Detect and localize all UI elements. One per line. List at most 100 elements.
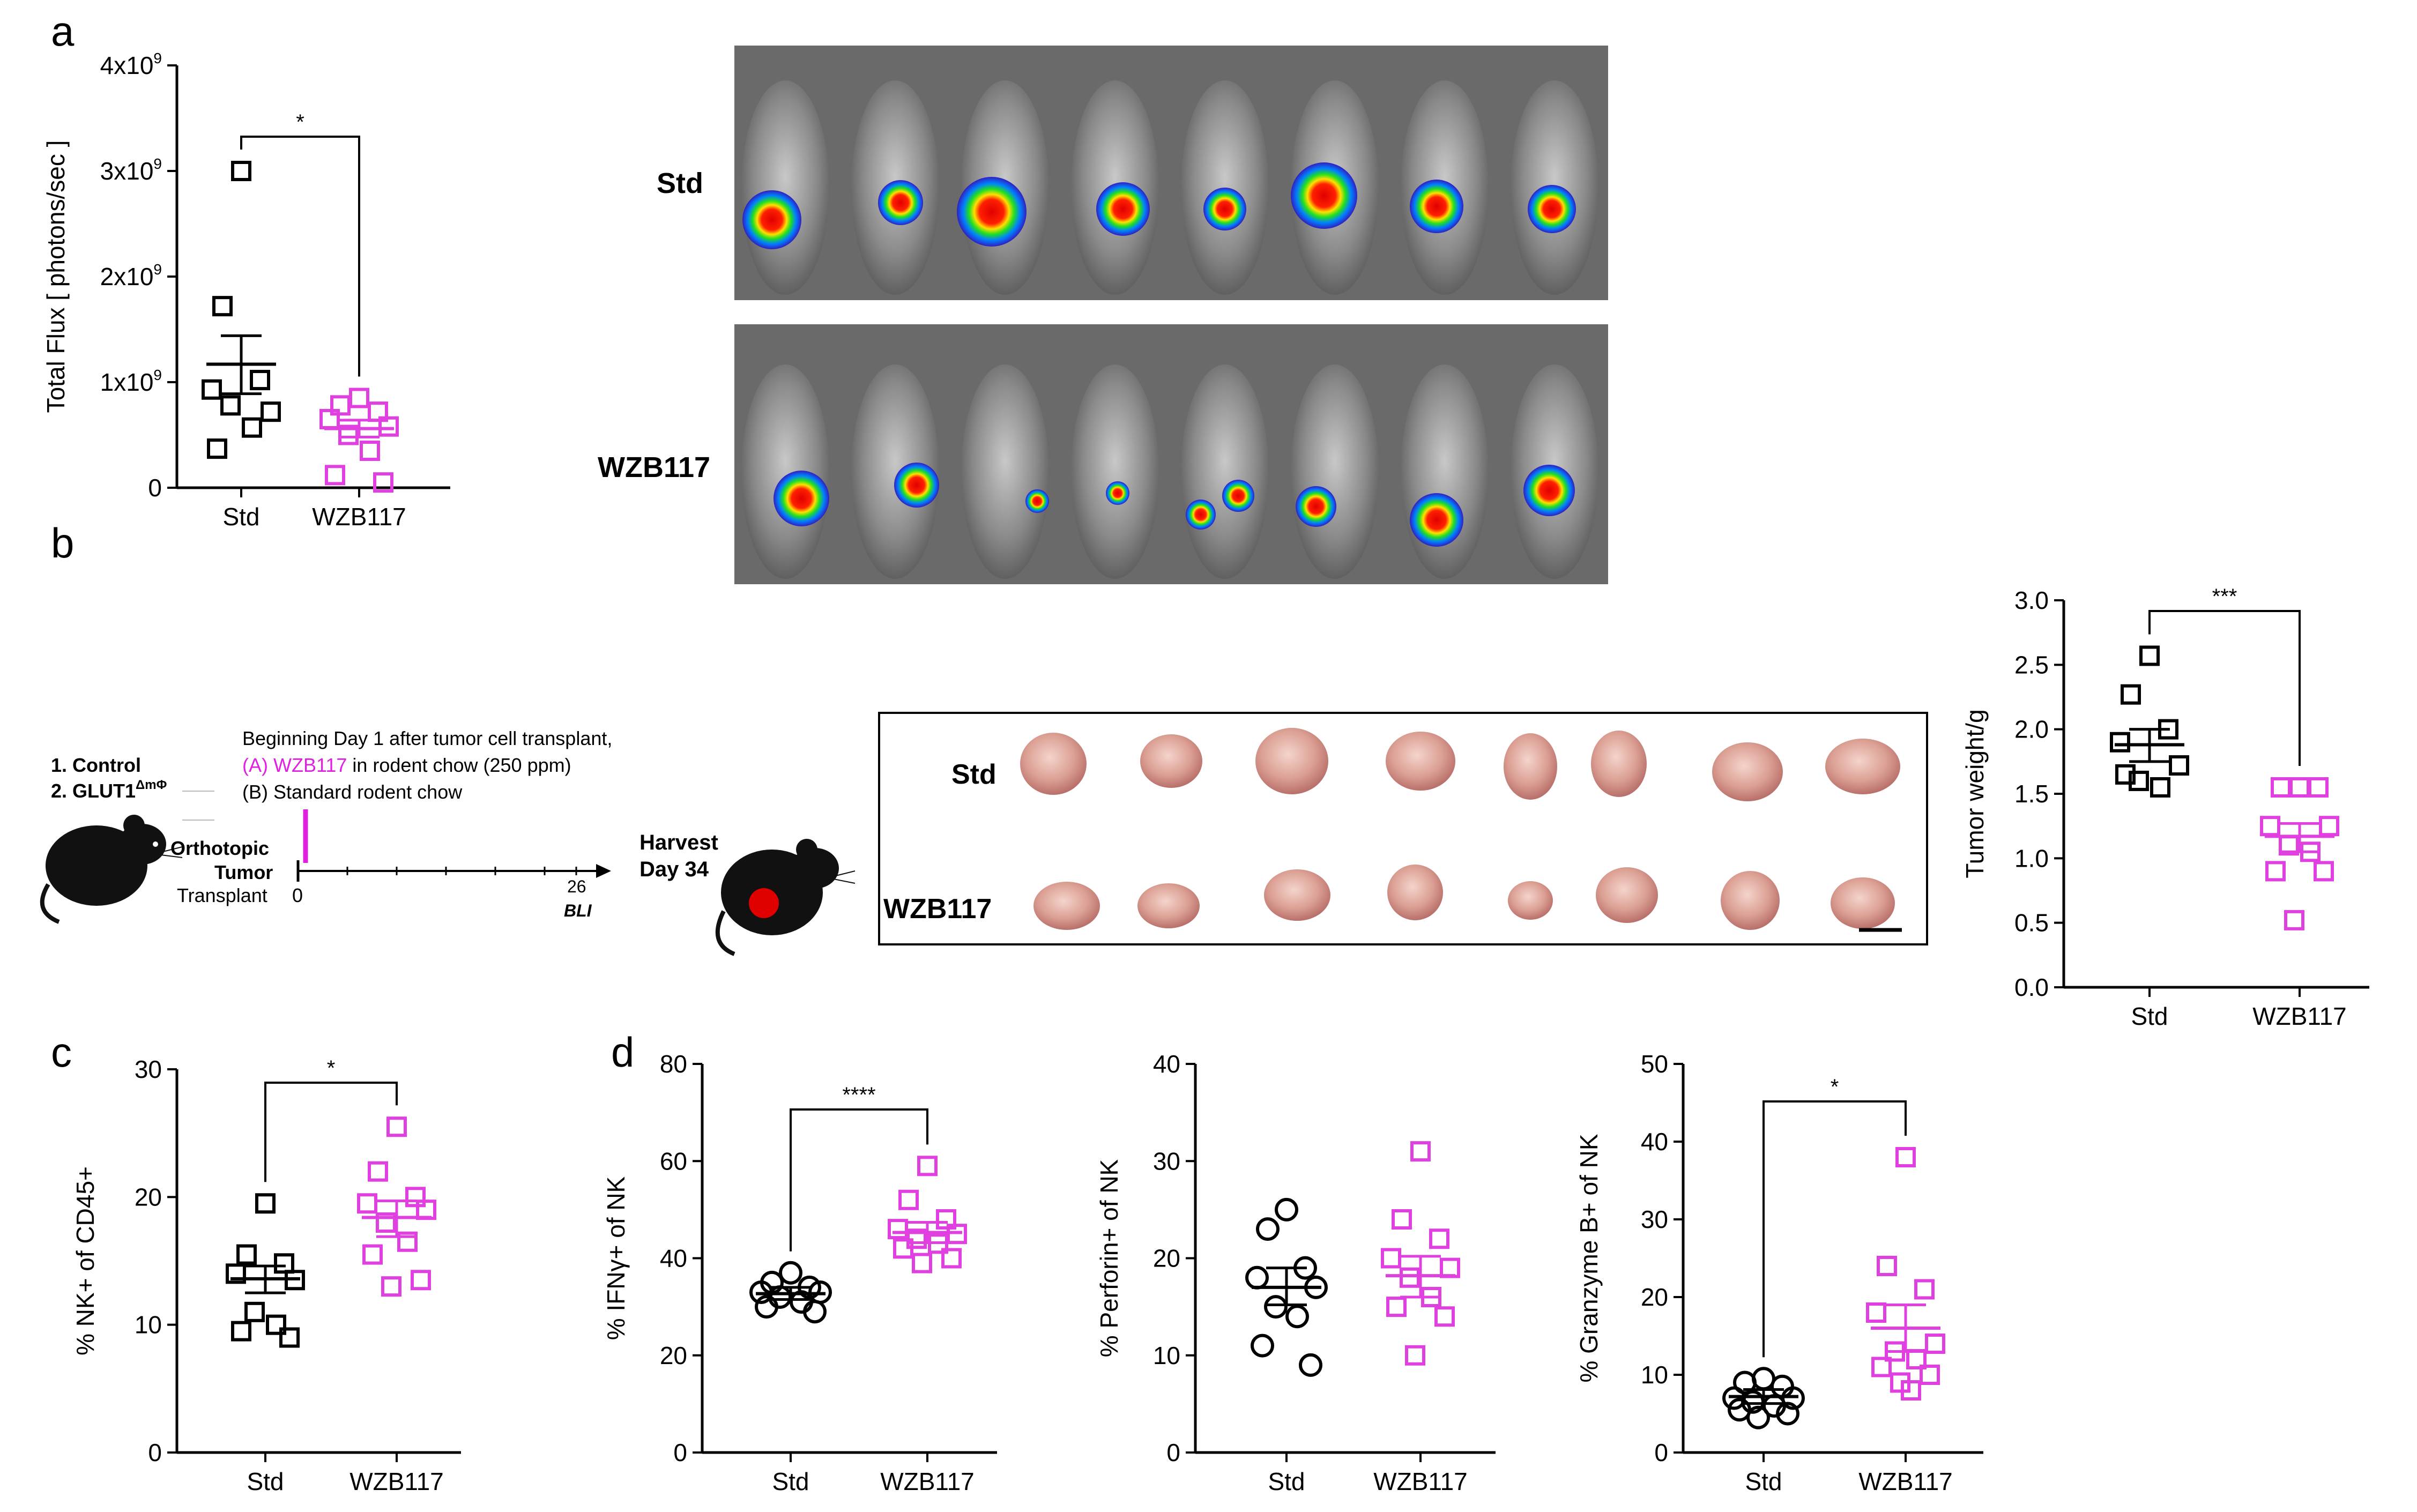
data-point — [917, 1156, 938, 1176]
data-point — [330, 395, 351, 416]
data-point — [1285, 1305, 1309, 1329]
y-tick-label: 1.5 — [2014, 780, 2049, 808]
y-tick-label: 60 — [660, 1147, 687, 1175]
y-tick-label: 10 — [1153, 1342, 1180, 1369]
data-point — [2271, 777, 2291, 798]
data-point — [397, 1231, 418, 1252]
bli-signal-std — [1410, 180, 1463, 233]
x-tick-label: WZB117 — [349, 1468, 444, 1495]
tumor-photo-panel: Std WZB117 — [878, 712, 1928, 945]
bli-signal-std — [1528, 185, 1576, 233]
bli-row-label-std: Std — [657, 167, 703, 199]
y-axis-label: Tumor weight/g — [1961, 709, 1989, 878]
data-point — [1920, 1365, 1940, 1385]
timeline-note-line2: (A) WZB117 in rodent chow (250 ppm) — [242, 754, 571, 776]
significance-label: *** — [2212, 585, 2237, 608]
x-tick-label: WZB117 — [2252, 1002, 2347, 1030]
data-point — [941, 1248, 962, 1269]
data-point — [803, 1300, 827, 1324]
data-point — [1400, 1267, 1420, 1288]
tumor-wzb117 — [1137, 883, 1200, 928]
mouse-illustration-right — [715, 839, 856, 956]
y-tick-label: 3.0 — [2014, 586, 2049, 614]
y-tick-label: 30 — [1153, 1147, 1180, 1175]
y-tick-label: 0 — [148, 474, 162, 502]
data-point — [349, 388, 369, 408]
bli-signal-wzb117 — [774, 471, 829, 526]
data-point — [1392, 1209, 1412, 1230]
data-point — [357, 1193, 377, 1214]
timeline-bli-label: BLI — [564, 901, 592, 920]
y-tick-label: 80 — [660, 1050, 687, 1078]
tumor-wzb117 — [1508, 881, 1553, 920]
data-point — [2115, 764, 2136, 785]
data-point — [226, 1263, 246, 1284]
data-point — [2139, 645, 2160, 666]
data-point — [1256, 1217, 1280, 1241]
tumor-wzb117 — [1721, 871, 1780, 930]
data-point — [386, 1116, 407, 1137]
bli-signal-std — [878, 180, 923, 225]
tumor-wzb117 — [1033, 882, 1100, 930]
timeline-arrowhead — [596, 864, 611, 878]
data-point — [888, 1219, 908, 1240]
data-point — [2308, 777, 2329, 798]
y-tick-label: 0 — [1654, 1439, 1668, 1466]
data-point — [1251, 1334, 1274, 1358]
bli-signal-std — [957, 177, 1027, 247]
x-tick-label: Std — [772, 1468, 809, 1495]
x-tick-label: Std — [222, 503, 259, 531]
chart-perforin-of-nk: 0 10 20 30 40 % Perforin+ of NK Std WZB117 — [1095, 1050, 1496, 1495]
tumor-std — [1140, 734, 1202, 788]
data-point — [378, 416, 399, 437]
bli-mouse-wzb117 — [1071, 364, 1159, 579]
bli-signal-wzb117 — [1296, 486, 1336, 527]
significance-bracket — [2148, 610, 2301, 766]
significance-label: **** — [842, 1083, 875, 1107]
data-point — [255, 1193, 276, 1214]
y-tick-label: 20 — [1153, 1245, 1180, 1272]
data-point — [2314, 861, 2334, 882]
y-axis-label: Total Flux [ photons/sec ] — [42, 140, 70, 413]
chart-tumor-weight: 0.0 0.5 1.0 1.5 2.0 2.5 3.0 Tumor weight/g Std WZ… — [1961, 585, 2369, 1030]
data-point — [1901, 1380, 1921, 1401]
group-control-label: 1. Control — [51, 754, 141, 776]
data-point — [244, 1301, 265, 1322]
tumor-wzb117 — [1387, 865, 1443, 920]
y-tick-label: 2.0 — [2014, 716, 2049, 743]
y-axis-label: % NK+ of CD45+ — [71, 1166, 99, 1355]
significance-bracket — [1762, 1100, 1907, 1358]
transplant-label-line2: Tumor — [214, 861, 273, 883]
data-point — [2121, 684, 2141, 705]
chart-ifng-of-nk: 0 20 40 60 80 % IFNγ+ of NK Std WZB117 **** — [602, 1050, 997, 1495]
bli-signal-std — [742, 190, 801, 249]
data-point — [893, 1238, 913, 1259]
data-point — [261, 401, 281, 422]
data-point — [1381, 1248, 1401, 1269]
data-point — [1877, 1256, 1897, 1276]
tumor-marker-icon — [749, 888, 779, 918]
panel-label-d: d — [611, 1029, 634, 1076]
bli-mouse-wzb117 — [851, 364, 939, 579]
timeline-day26: 26 — [567, 877, 586, 896]
data-point — [212, 296, 233, 317]
data-point — [779, 1261, 802, 1285]
y-tick-label: 0 — [1166, 1439, 1180, 1466]
y-tick-label: 0.5 — [2014, 909, 2049, 937]
bli-signal-wzb117 — [894, 463, 939, 508]
data-point — [1733, 1371, 1757, 1395]
bli-mouse-wzb117 — [1291, 364, 1379, 579]
panel-label-a: a — [51, 8, 75, 55]
y-tick-label: 30 — [135, 1055, 162, 1083]
data-point — [325, 465, 345, 486]
data-point — [1434, 1306, 1455, 1327]
data-point — [266, 1314, 286, 1335]
data-point — [381, 1276, 401, 1297]
data-point — [2265, 861, 2286, 882]
tumor-std — [1712, 742, 1783, 801]
y-tick-label: 0.0 — [2014, 973, 2049, 1001]
bli-row-label-wzb117: WZB117 — [598, 451, 710, 483]
chart-total-flux: 0 1x109 2x109 3x109 4x109 Total Flux [ photon… — [42, 50, 450, 531]
chart-nk-of-cd45: 0 10 20 30 % NK+ of CD45+ Std WZB117 * — [71, 1055, 461, 1495]
data-point — [2260, 816, 2280, 837]
